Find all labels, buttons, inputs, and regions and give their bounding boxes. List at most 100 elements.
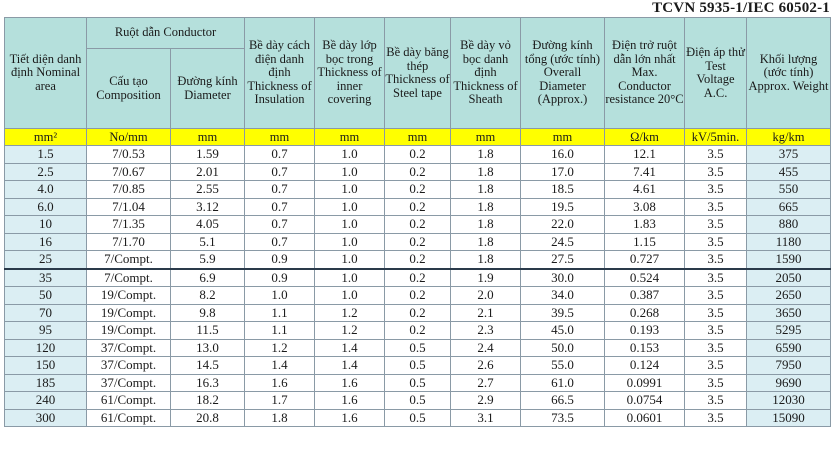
table-cell: 19/Compt. (86, 321, 171, 340)
table-cell: 3.5 (684, 215, 748, 234)
table-body: 1.5 7/0.53 1.59 0.7 1.0 0.2 1.8 16.0 12.1 3.5 375 2… (4, 145, 832, 427)
table-cell: 0.0754 (604, 391, 686, 410)
table-cell: 1.0 (314, 232, 386, 251)
table-cell: 1.8 (450, 197, 522, 216)
unit-cell: mm² (4, 128, 87, 146)
header-inner-covering: Bề dày lớp bọc trong Thickness of inner … (314, 17, 386, 129)
table-row: 70 19/Compt. 9.8 1.1 1.2 0.2 2.1 39.5 0.268 3.5 36… (4, 303, 832, 322)
header-resistance: Điện trở ruột dẫn lớn nhất Max. Conducto… (604, 17, 686, 129)
table-cell: 3.5 (684, 321, 748, 340)
table-cell: 0.268 (604, 303, 686, 322)
table-cell: 6590 (746, 338, 832, 357)
table-cell: 18.5 (520, 180, 606, 199)
table-cell: 27.5 (520, 250, 606, 269)
table-cell: 1.83 (604, 215, 686, 234)
table-cell: 3.5 (684, 303, 748, 322)
table-cell: 1.0 (314, 286, 386, 305)
table-cell: 240 (4, 391, 87, 410)
table-cell: 0.727 (604, 250, 686, 269)
table-cell: 1.8 (450, 145, 522, 164)
header-nominal-area: Tiết diện danh định Nominal area (4, 17, 87, 129)
table-cell: 4.0 (4, 180, 87, 199)
table-cell: 550 (746, 180, 832, 199)
table-cell: 2.5 (4, 162, 87, 181)
table-cell: 5.9 (169, 250, 246, 269)
unit-cell: mm (450, 128, 522, 146)
table-cell: 0.5 (384, 391, 452, 410)
table-cell: 0.2 (384, 232, 452, 251)
table-cell: 2.0 (450, 286, 522, 305)
table-cell: 37/Compt. (86, 338, 171, 357)
table-cell: 0.153 (604, 338, 686, 357)
table-cell: 0.0991 (604, 373, 686, 392)
table-cell: 35 (4, 267, 87, 287)
table-cell: 3.5 (684, 180, 748, 199)
header-weight: Khối lượng (ước tính) Approx. Weight (746, 17, 832, 129)
table-cell: 0.7 (244, 145, 316, 164)
table-cell: 1.6 (314, 391, 386, 410)
table-cell: 1.5 (4, 145, 87, 164)
table-cell: 4.05 (169, 215, 246, 234)
table-cell: 9.8 (169, 303, 246, 322)
table-cell: 70 (4, 303, 87, 322)
table-cell: 2.01 (169, 162, 246, 181)
table-cell: 34.0 (520, 286, 606, 305)
table-row: 25 7/Compt. 5.9 0.9 1.0 0.2 1.8 27.5 0.727 3.5 159… (4, 250, 832, 269)
table-cell: 3.12 (169, 197, 246, 216)
table-cell: 2.4 (450, 338, 522, 357)
table-cell: 0.387 (604, 286, 686, 305)
table-cell: 1.0 (314, 162, 386, 181)
table-cell: 3.5 (684, 267, 748, 287)
table-cell: 7/1.70 (86, 232, 171, 251)
table-cell: 1.0 (244, 286, 316, 305)
table-cell: 14.5 (169, 356, 246, 375)
header-overall-diameter: Đường kính tổng (ước tính) Overall Diame… (520, 17, 606, 129)
table-cell: 1.9 (450, 267, 522, 287)
table-cell: 0.7 (244, 197, 316, 216)
table-cell: 16 (4, 232, 87, 251)
table-cell: 0.193 (604, 321, 686, 340)
table-cell: 0.2 (384, 145, 452, 164)
table-cell: 3650 (746, 303, 832, 322)
table-row: 50 19/Compt. 8.2 1.0 1.0 0.2 2.0 34.0 0.387 3.5 26… (4, 286, 832, 305)
table-cell: 1.8 (450, 215, 522, 234)
table-cell: 0.524 (604, 267, 686, 287)
table-cell: 95 (4, 321, 87, 340)
table-cell: 7/0.67 (86, 162, 171, 181)
table-cell: 17.0 (520, 162, 606, 181)
table-cell: 20.8 (169, 408, 246, 427)
table-cell: 12.1 (604, 145, 686, 164)
table-cell: 0.7 (244, 180, 316, 199)
table-cell: 0.7 (244, 162, 316, 181)
table-cell: 1.8 (450, 162, 522, 181)
table-cell: 2.6 (450, 356, 522, 375)
table-row: 4.0 7/0.85 2.55 0.7 1.0 0.2 1.8 18.5 4.61 3.5 550 (4, 180, 832, 199)
table-row: 10 7/1.35 4.05 0.7 1.0 0.2 1.8 22.0 1.83 3.5 880 (4, 215, 832, 234)
table-cell: 37/Compt. (86, 373, 171, 392)
table-cell: 0.0601 (604, 408, 686, 427)
header-steel-tape: Bề dày băng thép Thickness of Steel tape (384, 17, 452, 129)
table-cell: 6.9 (169, 267, 246, 287)
table-cell: 61.0 (520, 373, 606, 392)
table-cell: 37/Compt. (86, 356, 171, 375)
table-cell: 1.7 (244, 391, 316, 410)
table-cell: 7.41 (604, 162, 686, 181)
table-row: 6.0 7/1.04 3.12 0.7 1.0 0.2 1.8 19.5 3.08 3.5 665 (4, 197, 832, 216)
table-cell: 120 (4, 338, 87, 357)
table-cell: 1.2 (314, 321, 386, 340)
table-cell: 0.2 (384, 303, 452, 322)
table-cell: 0.7 (244, 215, 316, 234)
table-cell: 7/0.53 (86, 145, 171, 164)
table-cell: 8.2 (169, 286, 246, 305)
table-cell: 1.2 (314, 303, 386, 322)
table-cell: 0.5 (384, 356, 452, 375)
table-cell: 2.3 (450, 321, 522, 340)
table-cell: 7/0.85 (86, 180, 171, 199)
table-cell: 19/Compt. (86, 303, 171, 322)
table-cell: 15090 (746, 408, 832, 427)
table-cell: 1.0 (314, 250, 386, 269)
table-cell: 30.0 (520, 267, 606, 287)
table-cell: 0.2 (384, 267, 452, 287)
cable-spec-table: Tiết diện danh định Nominal area Ruột dẫ… (4, 17, 832, 427)
table-cell: 455 (746, 162, 832, 181)
